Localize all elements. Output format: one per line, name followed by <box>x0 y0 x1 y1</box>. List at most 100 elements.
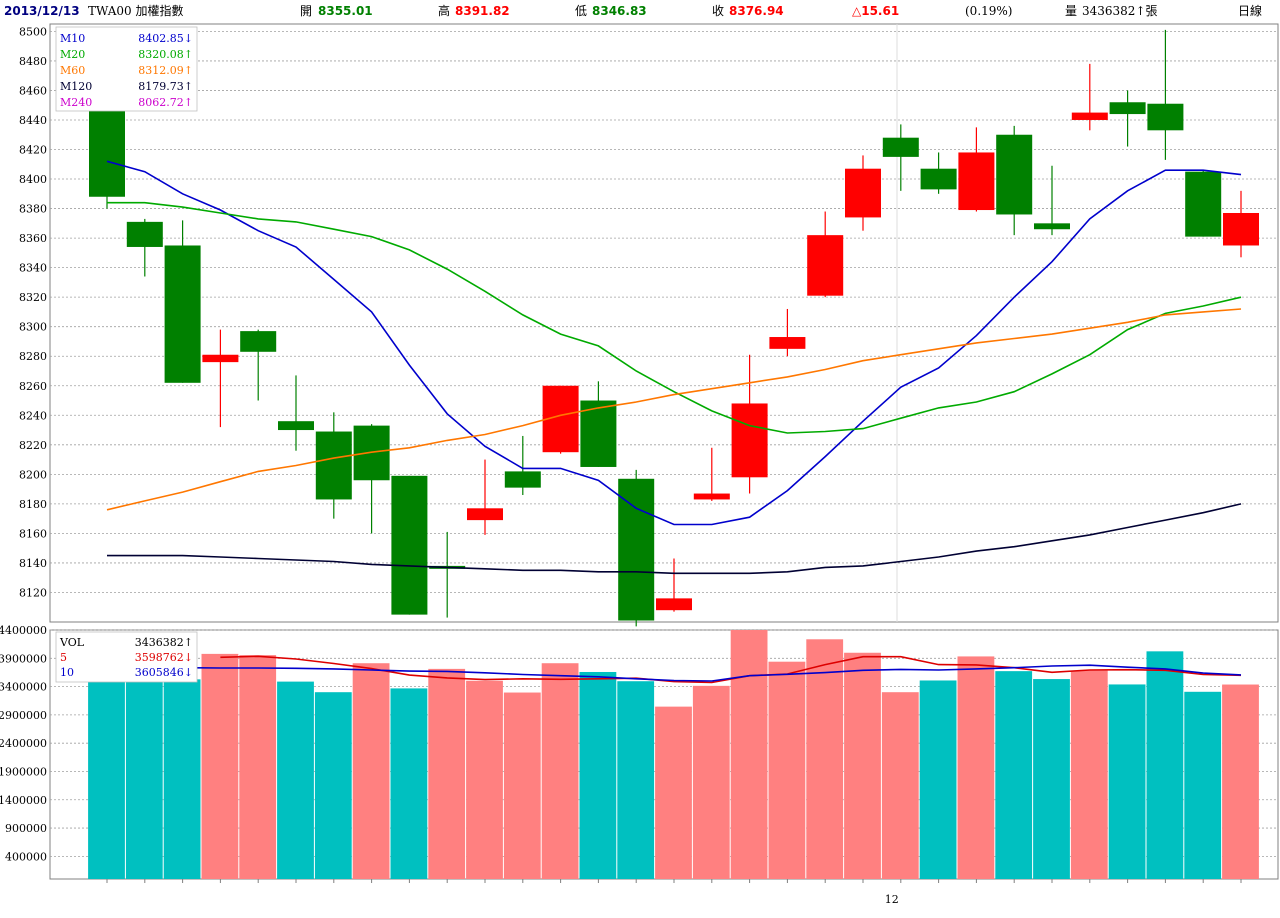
volume-tick-label: 2400000 <box>0 737 47 750</box>
candle-body <box>807 235 844 296</box>
high-value: 8391.82 <box>455 4 510 18</box>
volume-tick-label: 1900000 <box>0 765 47 778</box>
open-label: 開 <box>300 4 312 18</box>
volume-bar <box>957 656 995 879</box>
candle-body <box>89 108 125 197</box>
price-tick-label: 8160 <box>19 527 47 540</box>
volume-tick-label: 400000 <box>5 850 47 863</box>
price-tick-label: 8400 <box>19 173 47 186</box>
candle <box>315 412 352 519</box>
candle <box>1071 63 1108 131</box>
volume-bar <box>995 671 1033 879</box>
volume-bar <box>806 639 844 879</box>
volume-legend-value: 3598762↓ <box>135 651 193 664</box>
volume-bar <box>617 681 655 879</box>
ma-line-m60 <box>106 308 1242 511</box>
volume-tick-label: 3900000 <box>0 652 47 665</box>
candle-body <box>656 598 692 611</box>
candle-body <box>202 354 239 363</box>
header-symbol: TWA00 加權指數 <box>88 3 184 18</box>
ma-line-m20 <box>107 201 1242 434</box>
candle <box>1223 190 1259 258</box>
ma-legend-label: M10 <box>60 32 85 45</box>
candle-body <box>845 168 881 218</box>
price-tick-label: 8500 <box>19 25 47 38</box>
ma-legend-box <box>55 26 198 112</box>
ma-legend-value: 8062.72↑ <box>138 96 193 109</box>
volume-bar <box>201 653 239 879</box>
close-label: 收 <box>712 4 724 18</box>
volume-legend-value: 3436382↑ <box>135 636 193 649</box>
low-label: 低 <box>575 4 587 18</box>
candle-body <box>731 403 768 478</box>
quote-header: 2013/12/13 TWA00 加權指數 開 8355.01 高 8391.8… <box>4 3 1262 18</box>
volume-bar <box>466 680 503 879</box>
volume-tick-label: 3400000 <box>0 681 47 694</box>
candle-body <box>126 221 163 247</box>
price-tick-label: 8220 <box>19 439 47 452</box>
volume-tick-label: 1400000 <box>0 794 47 807</box>
candle <box>89 105 125 209</box>
volume-tick-label: 900000 <box>5 822 47 835</box>
candle <box>202 329 239 428</box>
price-tick-label: 8420 <box>19 144 47 157</box>
candle-body <box>1223 212 1259 246</box>
candle-body <box>1147 103 1184 131</box>
period-label: 日線 <box>1238 3 1262 18</box>
candle-body <box>618 478 655 621</box>
volume-bar <box>88 679 125 879</box>
candle-body <box>580 400 617 467</box>
candle <box>542 385 579 454</box>
candle-body <box>693 493 730 500</box>
candle-body <box>1034 223 1070 230</box>
price-tick-label: 8480 <box>19 55 47 68</box>
volume-value: 3436382↑張 <box>1082 4 1158 18</box>
change-percent: (0.19%) <box>965 4 1012 18</box>
price-tick-label: 8180 <box>19 498 47 511</box>
candle <box>731 354 768 494</box>
volume-panel: 400000 900000 1400000 1900000 2400000 2900000… <box>0 624 1279 880</box>
candle-body <box>164 245 201 383</box>
volume-bar <box>1108 684 1146 879</box>
candle-body <box>920 168 957 190</box>
volume-bar <box>655 706 692 879</box>
volume-bar <box>844 652 881 879</box>
candle <box>920 152 957 194</box>
candle <box>882 124 919 191</box>
volume-bar <box>919 680 957 879</box>
candle-body <box>769 337 806 349</box>
volume-bar <box>239 655 277 879</box>
x-axis: 12 <box>106 879 1242 906</box>
volume-bar <box>768 661 806 879</box>
volume-bar <box>390 688 428 879</box>
candle <box>996 125 1033 236</box>
open-value: 8355.01 <box>318 4 373 18</box>
volume-bar <box>314 692 352 879</box>
volume-bar <box>277 681 314 879</box>
candle <box>656 558 692 612</box>
candle <box>580 381 617 467</box>
ma-legend-value: 8312.09↑ <box>138 64 193 77</box>
price-tick-label: 8260 <box>19 380 47 393</box>
volume-bar <box>541 663 579 879</box>
price-plot-frame <box>49 23 1279 623</box>
candle <box>807 211 844 298</box>
price-tick-label: 8340 <box>19 262 47 275</box>
candle <box>1147 29 1184 160</box>
volume-bar <box>352 663 390 879</box>
candle <box>958 127 995 212</box>
candle <box>618 469 655 627</box>
ma-legend-label: M240 <box>60 96 92 109</box>
volume-bar <box>1070 670 1108 879</box>
candle-body <box>315 431 352 500</box>
ma-legend-value: 8320.08↑ <box>138 48 193 61</box>
volume-bar <box>1033 679 1070 879</box>
volume-legend-value: 3605846↓ <box>135 666 193 679</box>
price-tick-label: 8140 <box>19 557 47 570</box>
candle-body <box>958 152 995 211</box>
high-label: 高 <box>438 3 450 18</box>
candle-body <box>882 137 919 157</box>
change-value: △15.61 <box>852 4 899 18</box>
volume-ma-line-vol_ma10 <box>106 664 1242 682</box>
price-tick-label: 8120 <box>19 586 47 599</box>
